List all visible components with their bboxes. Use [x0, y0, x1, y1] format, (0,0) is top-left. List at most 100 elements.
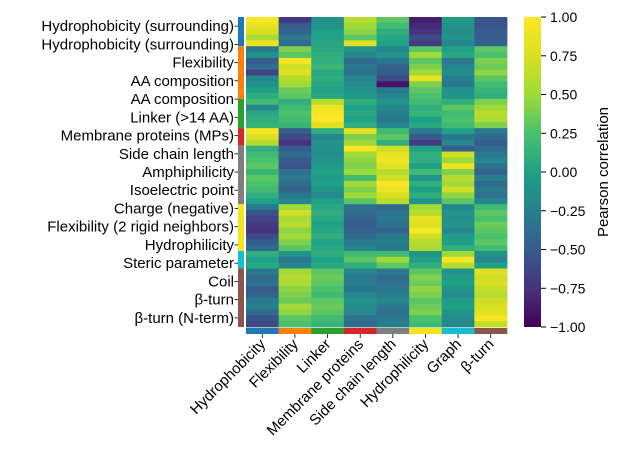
heatmap-cell — [311, 110, 345, 117]
heatmap-cell — [311, 286, 345, 293]
column-label: Graph — [423, 336, 465, 378]
heatmap-cell — [311, 17, 345, 24]
heatmap-cell — [278, 169, 312, 176]
heatmap-cell — [343, 63, 377, 71]
colorbar-tick-label: −1.00 — [550, 319, 586, 335]
heatmap-cell — [474, 17, 508, 24]
heatmap-cell — [246, 163, 280, 170]
heatmap-cell — [474, 145, 508, 152]
heatmap-cell — [278, 163, 312, 170]
heatmap-cell — [376, 151, 410, 158]
heatmap-cell — [278, 303, 312, 310]
heatmap-cell — [441, 239, 475, 246]
heatmap-cell — [409, 256, 443, 264]
heatmap-cell — [409, 186, 443, 193]
colorbar-tick-label: −0.75 — [550, 280, 586, 296]
heatmap-cell — [409, 98, 443, 106]
heatmap-cell — [409, 303, 443, 310]
heatmap-cell — [474, 233, 508, 240]
heatmap-cell — [376, 87, 410, 94]
heatmap-cell — [343, 98, 377, 106]
heatmap-cell — [474, 210, 508, 217]
heatmap-cell — [376, 28, 410, 35]
heatmap-cell — [441, 151, 475, 158]
heatmap-cell — [343, 104, 377, 111]
heatmap-cell — [474, 274, 508, 281]
heatmap-cell — [474, 81, 508, 88]
heatmap-cell — [278, 133, 312, 141]
heatmap-cell — [311, 180, 345, 188]
heatmap-cell — [409, 46, 443, 53]
heatmap-cell — [441, 309, 475, 316]
heatmap-cell — [343, 52, 377, 59]
heatmap-cell — [474, 315, 508, 322]
heatmap-cell — [376, 69, 410, 76]
heatmap-cell — [474, 169, 508, 176]
heatmap-cell — [474, 34, 508, 41]
heatmap-cell — [441, 139, 475, 147]
heatmap-cell — [343, 81, 377, 88]
heatmap-cell — [311, 46, 345, 53]
heatmap-cell — [343, 221, 377, 228]
heatmap-cell — [441, 57, 475, 65]
heatmap-cell — [376, 34, 410, 41]
heatmap-cell — [343, 34, 377, 41]
heatmap-cell — [474, 303, 508, 310]
heatmap-cell — [311, 245, 345, 252]
heatmap-cell — [441, 133, 475, 141]
heatmap-cell — [376, 192, 410, 199]
heatmap-cell — [474, 98, 508, 106]
heatmap-cell — [474, 122, 508, 129]
heatmap-cell — [376, 22, 410, 30]
heatmap-cell — [246, 57, 280, 65]
heatmap-cell — [278, 286, 312, 293]
heatmap-cell — [376, 303, 410, 310]
heatmap-cell — [474, 268, 508, 275]
heatmap-cell — [409, 268, 443, 275]
heatmap-cell — [409, 75, 443, 82]
heatmap-cell — [343, 40, 377, 47]
heatmap-cell — [376, 180, 410, 188]
heatmap-cell — [376, 297, 410, 304]
heatmap-cell — [343, 256, 377, 264]
heatmap-cell — [278, 145, 312, 152]
heatmap-cell — [343, 245, 377, 252]
heatmap-cell — [474, 245, 508, 252]
heatmap-cell — [343, 286, 377, 293]
heatmap-cell — [474, 215, 508, 223]
heatmap-cell — [474, 186, 508, 193]
heatmap-cell — [376, 128, 410, 135]
heatmap-cell — [311, 122, 345, 129]
heatmap-cell — [376, 40, 410, 47]
heatmap-cell — [246, 262, 280, 269]
heatmap-cell — [441, 262, 475, 269]
heatmap-cell — [246, 81, 280, 88]
heatmap-cell — [311, 186, 345, 193]
heatmap-cell — [278, 151, 312, 158]
heatmap-cell — [409, 262, 443, 269]
heatmap-cell — [311, 291, 345, 299]
heatmap-cell — [441, 198, 475, 205]
heatmap-cell — [343, 204, 377, 211]
heatmap-cell — [376, 116, 410, 123]
column-color-segment — [278, 328, 312, 334]
heatmap-cell — [343, 321, 377, 328]
heatmap-cell — [409, 239, 443, 246]
heatmap-cell — [343, 174, 377, 182]
heatmap-cell — [311, 174, 345, 182]
heatmap-cell — [278, 309, 312, 316]
heatmap-cell — [311, 151, 345, 158]
heatmap-cell — [311, 321, 345, 328]
row-label: Flexibility — [172, 55, 234, 72]
heatmap-cell — [409, 233, 443, 240]
heatmap-cell — [409, 280, 443, 287]
heatmap-cell — [343, 180, 377, 188]
heatmap-cell — [441, 169, 475, 176]
heatmap-cell — [343, 262, 377, 269]
heatmap-cell — [409, 122, 443, 129]
heatmap-cell — [278, 69, 312, 76]
heatmap-cell — [441, 315, 475, 322]
heatmap-cell — [409, 133, 443, 141]
heatmap-cell — [376, 256, 410, 264]
heatmap-cell — [376, 280, 410, 287]
